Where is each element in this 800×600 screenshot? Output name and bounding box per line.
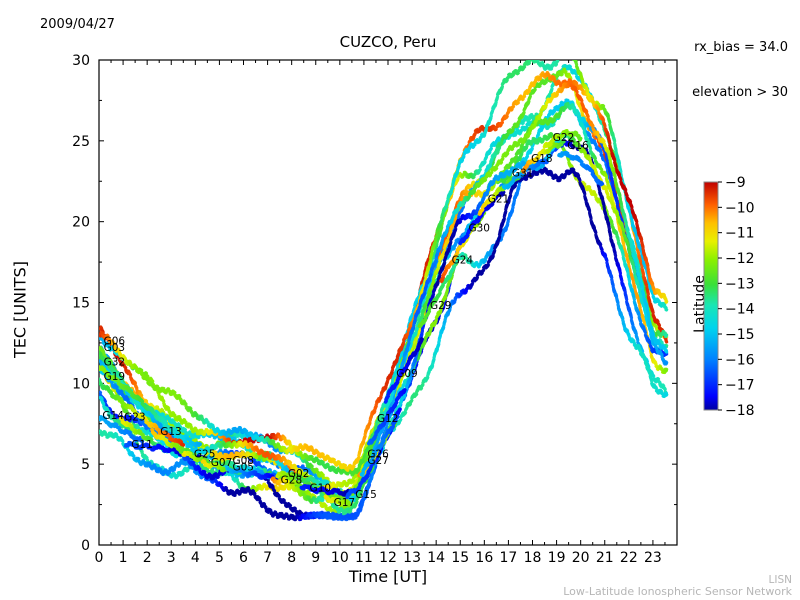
y-tick-label: 0 [81,538,90,554]
date-label: 2009/04/27 [40,17,115,32]
x-tick-label: 4 [191,550,200,566]
satellite-trace-g22 [542,129,583,149]
x-tick-label: 3 [167,550,176,566]
watermark-lisn: LISN [768,574,792,586]
satellite-label-g14: G14 [102,410,124,422]
watermark-subtitle: Low-Latitude Ionospheric Sensor Network [563,585,792,598]
x-tick-label: 21 [596,550,614,566]
satellite-label-g10: G10 [310,483,332,495]
colorbar-tick-label: −12 [725,251,755,267]
satellite-label-g27: G27 [367,455,389,467]
y-tick-label: 30 [72,53,90,69]
satellite-label-g03: G03 [104,342,126,354]
x-tick-label: 23 [644,550,662,566]
satellite-trace-g02 [275,470,330,486]
colorbar-gradient [703,181,719,411]
colorbar-tick-label: −15 [725,327,755,343]
satellite-label-g06: G06 [104,336,126,348]
annotation-rx-bias: rx_bias = 34.0 [694,40,788,55]
x-tick-label: 12 [379,550,397,566]
satellite-label-g31: G31 [512,167,534,179]
x-tick-label: 8 [287,550,296,566]
x-tick-label: 6 [239,550,248,566]
satellite-label-g29: G29 [430,300,452,312]
satellite-trace-g27 [359,413,400,477]
colorbar-tick-label: −18 [725,403,755,419]
colorbar-layer: −9 −10 −11 −12 −13 −14 −15 −16 −17 −18 [703,175,755,419]
x-axis-title: Time [UT] [348,567,428,586]
x-tick-label: 7 [263,550,272,566]
x-tick-label: 19 [548,550,566,566]
x-tick-label: 22 [620,550,638,566]
x-tick-label: 9 [311,550,320,566]
colorbar-tick-label: −14 [725,302,755,318]
satellite-label-g30: G30 [468,222,490,234]
x-tick-label: 2 [143,550,152,566]
satellite-label-g22: G22 [553,132,575,144]
satellite-label-g11: G11 [131,439,153,451]
x-tick-label: 5 [215,550,224,566]
x-tick-label: 17 [500,550,518,566]
satellite-label-g32: G32 [104,357,126,369]
satellite-trace-g09 [383,337,424,404]
annotation-block: rx_bias = 34.0 elevation > 30 [692,10,788,130]
x-tick-label: 20 [572,550,590,566]
satellite-label-g15: G15 [355,489,377,501]
satellite-trace-g18 [521,139,566,174]
colorbar-tick-label: −10 [725,200,755,216]
satellite-trace-g29 [417,252,465,329]
colorbar-tick-label: −17 [725,378,755,394]
colorbar-tick-label: −16 [725,352,755,368]
satellite-trace-g10 [299,484,352,497]
satellite-label-g18: G18 [531,153,553,165]
satellite-trace-g12 [366,388,407,446]
satellite-label-g26: G26 [367,449,389,461]
satellite-label-g28: G28 [281,475,303,487]
x-tick-label: 1 [119,550,128,566]
y-tick-label: 15 [72,296,90,312]
x-tick-label: 16 [475,550,493,566]
satellite-label-g25: G25 [194,449,216,461]
x-tick-label: 13 [403,550,421,566]
satellite-label-g08: G08 [232,455,254,467]
satellite-label-g19: G19 [104,371,126,383]
x-tick-label: 15 [451,550,469,566]
data-traces-layer [99,60,669,522]
satellite-trace-g14 [99,415,145,444]
y-tick-label: 10 [72,376,90,392]
satellite-label-g02: G02 [288,468,310,480]
y-tick-label: 25 [72,134,90,150]
satellite-label-g12: G12 [377,413,399,425]
plot-title: CUZCO, Peru [339,33,437,51]
satellite-label-g21: G21 [488,193,510,205]
satellite-label-g05: G05 [232,462,254,474]
satellite-label-g16: G16 [567,140,589,152]
x-tick-label: 14 [427,550,445,566]
satellite-trace-g32 [99,365,202,448]
satellite-label-g07: G07 [211,457,233,469]
annotation-elevation: elevation > 30 [692,85,788,100]
satellite-label-g09: G09 [396,368,418,380]
satellite-label-g13: G13 [160,426,182,438]
colorbar-tick-label: −9 [725,175,746,191]
y-tick-label: 20 [72,215,90,231]
x-tick-label: 11 [355,550,373,566]
satellite-label-g23: G23 [124,412,146,424]
x-tick-label: 10 [331,550,349,566]
colorbar-tick-label: −13 [725,276,755,292]
satellite-trace-g19 [99,377,186,447]
satellite-label-g24: G24 [452,255,474,267]
colorbar-tick-label: −11 [725,226,755,242]
y-tick-label: 5 [81,457,90,473]
x-tick-label: 0 [95,550,104,566]
satellite-trace-g17 [323,494,352,507]
x-tick-label: 18 [524,550,542,566]
satellite-label-g17: G17 [334,497,356,509]
satellite-trace-g16 [557,150,605,187]
axes-layer: 0 1 2 3 4 5 6 7 8 9 10 11 12 13 14 15 16 17 18 19 20 21 22 2305… [72,53,678,566]
